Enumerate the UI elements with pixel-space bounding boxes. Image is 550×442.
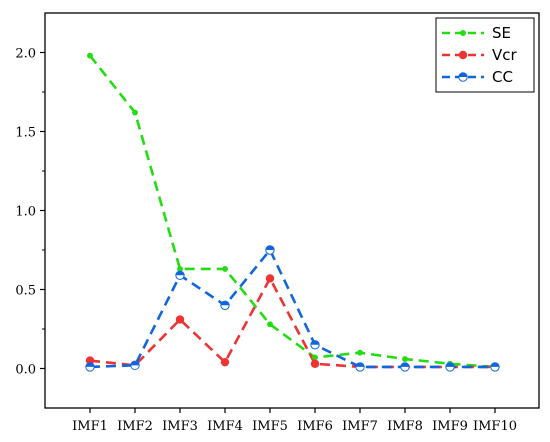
series-point-vcr xyxy=(458,50,468,60)
point-half-fill xyxy=(445,362,455,367)
series-line-se xyxy=(88,54,496,369)
y-tick-label: 2.0 xyxy=(15,47,36,62)
series-point-cc xyxy=(458,72,468,82)
point-half-fill xyxy=(355,362,365,367)
series-point-cc xyxy=(220,300,230,310)
series-point-cc xyxy=(130,360,140,371)
legend: SE Vcr CC xyxy=(435,17,535,93)
series-point-vcr xyxy=(175,315,185,324)
series-point-se xyxy=(87,52,93,59)
series-point-cc xyxy=(490,362,500,372)
legend-label-se: SE xyxy=(492,24,511,42)
y-tick-label: 0.5 xyxy=(15,284,36,299)
x-tick-label: IMF10 xyxy=(473,419,517,434)
point-half-fill xyxy=(130,361,140,366)
point-half-fill xyxy=(175,271,185,276)
axis-ticks xyxy=(40,51,496,413)
series-point-se xyxy=(312,354,318,361)
legend-label-cc: CC xyxy=(492,68,513,86)
point-half-fill xyxy=(265,245,275,250)
x-tick-label: IMF8 xyxy=(387,419,423,434)
series-point-cc xyxy=(355,362,365,372)
point-half-fill xyxy=(310,340,320,345)
point-half-fill xyxy=(458,72,468,77)
x-tick-label: IMF1 xyxy=(72,419,108,434)
series-line-vcr xyxy=(89,277,495,369)
series-point-cc xyxy=(175,270,185,280)
legend-label-vcr: Vcr xyxy=(492,46,518,64)
y-tick-label: 0.0 xyxy=(15,363,36,378)
x-tick-label: IMF2 xyxy=(117,419,153,434)
point-half-fill xyxy=(400,362,410,367)
series-point-se xyxy=(402,356,408,362)
series-line-cc xyxy=(89,248,495,369)
x-tick-labels: IMF1 IMF2 IMF3 IMF4 IMF5 IMF6 IMF7 IMF8 IMF9 IMF1… xyxy=(72,419,517,434)
series-point-se xyxy=(222,266,228,272)
legend-box xyxy=(435,17,535,93)
y-tick-label: 1.5 xyxy=(15,126,36,141)
series-point-cc xyxy=(400,362,410,372)
series-point-se xyxy=(267,321,273,328)
y-tick-label: 1.0 xyxy=(15,205,36,220)
series-point-se xyxy=(132,109,138,116)
series-point-se xyxy=(357,349,363,356)
series-point-se xyxy=(177,266,183,272)
x-tick-label: IMF9 xyxy=(432,419,468,434)
series-lines xyxy=(88,54,496,369)
y-tick-labels: 0.0 0.5 1.0 1.5 2.0 xyxy=(15,47,36,378)
series-point-vcr xyxy=(265,274,275,283)
point-half-fill xyxy=(85,362,95,367)
series-markers xyxy=(85,52,500,372)
series-point-se xyxy=(460,30,466,36)
series-point-cc xyxy=(445,362,455,372)
x-tick-label: IMF6 xyxy=(297,419,333,434)
series-point-vcr xyxy=(220,357,230,367)
x-tick-label: IMF4 xyxy=(207,419,243,434)
series-point-cc xyxy=(265,245,275,255)
point-half-fill xyxy=(220,301,230,306)
point-half-fill xyxy=(490,362,500,367)
series-point-cc xyxy=(310,340,320,350)
series-point-vcr xyxy=(85,356,95,365)
x-tick-label: IMF5 xyxy=(252,419,288,434)
series-point-vcr xyxy=(310,359,320,368)
series-point-cc xyxy=(85,362,95,372)
x-tick-label: IMF7 xyxy=(342,419,378,434)
x-tick-label: IMF3 xyxy=(162,419,198,434)
